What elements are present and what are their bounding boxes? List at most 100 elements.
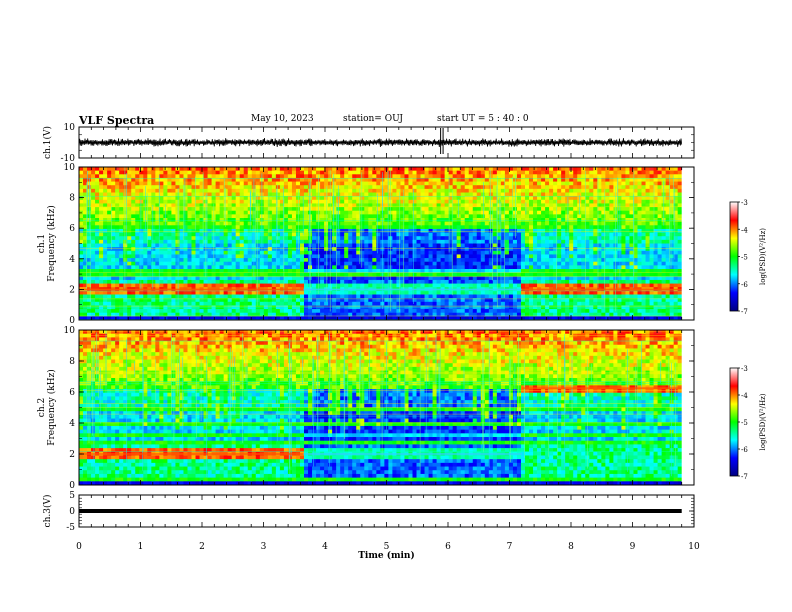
ch1-spec-cell	[420, 210, 425, 215]
ch1-spec-cell	[404, 269, 409, 274]
ch1-spec-cell	[404, 203, 409, 208]
ch1-spec-cell	[520, 239, 526, 244]
ch1-spec-cell	[103, 228, 108, 233]
ch1-spec-cell	[424, 265, 429, 270]
ch1-spec-cell	[476, 225, 482, 230]
ch1-spec-cell	[520, 214, 526, 219]
ch1-spec-cell	[496, 181, 502, 186]
ch1-spec-cell	[195, 239, 200, 244]
ch1-spec-cell	[504, 283, 510, 288]
ch1-spec-cell	[444, 232, 450, 237]
ch1-spec-cell	[127, 225, 132, 230]
ch1-spec-cell	[243, 269, 249, 274]
ch1-spec-cell	[480, 290, 486, 295]
ch1-spec-cell	[472, 214, 478, 219]
ch1-spec-cell	[516, 232, 522, 237]
ch1-spec-cell	[404, 228, 409, 233]
ch1-spec-cell	[263, 225, 269, 230]
ch1-spec-cell	[496, 210, 502, 215]
ch1-spec-cell	[167, 225, 172, 230]
ch1-spec-cell	[167, 269, 172, 274]
ch1-spec-cell	[283, 214, 289, 219]
ch1-spec-cell	[464, 192, 470, 197]
ch1-spec-cell	[316, 167, 321, 172]
ch1-spec-cell	[131, 218, 136, 223]
ch1-spec-cell	[183, 279, 188, 284]
ch1-spec-cell	[203, 283, 208, 288]
ch1-spec-cell	[79, 261, 84, 266]
ch1-spec-cell	[472, 272, 478, 277]
ch1-spec-cell	[179, 232, 184, 237]
ch1-spec-cell	[320, 279, 325, 284]
ch1-spec-cell	[295, 243, 301, 248]
ch1-spec-cell	[119, 177, 124, 182]
ch1-spec-cell	[275, 228, 281, 233]
ch1-spec-cell	[299, 239, 305, 244]
ch1-spec-cell	[408, 203, 413, 208]
ch1-spec-cell	[159, 232, 164, 237]
ch1-spec-cell	[175, 261, 180, 266]
ch1-spec-cell	[404, 181, 409, 186]
ch1-spec-cell	[127, 221, 132, 226]
ch1-spec-cell	[448, 243, 454, 248]
ch1-spec-cell	[340, 174, 345, 179]
ch1-spec-cell	[364, 225, 369, 230]
ch1-spec-cell	[448, 196, 454, 201]
ch1-spec-cell	[372, 228, 377, 233]
ch1-spec-cell	[444, 261, 450, 266]
ch1-spec-cell	[340, 192, 345, 197]
ch1-spec-cell	[484, 312, 490, 317]
ch1-spec-cell	[456, 196, 462, 201]
ch1-spec-cell	[372, 207, 377, 212]
ch1-spec-cell	[263, 254, 269, 259]
ch1-spec-cell	[316, 170, 321, 175]
ch1-spec-cell	[504, 174, 510, 179]
ch1-spec-cell	[428, 309, 433, 314]
ch1-spec-cell	[436, 207, 442, 212]
ch1-spec-cell	[416, 232, 421, 237]
ch1-spec-cell	[452, 170, 458, 175]
ch1-spec-cell	[143, 170, 148, 175]
ch1-spec-cell	[512, 272, 518, 277]
ch1-spec-cell	[364, 177, 369, 182]
ch1-spec-cell	[99, 210, 104, 215]
ch1-spec-cell	[400, 174, 405, 179]
ch1-spec-cell	[332, 243, 337, 248]
ch1-spec-cell	[299, 177, 305, 182]
ch1-spec-cell	[440, 210, 446, 215]
ch1-spec-cell	[488, 177, 494, 182]
ch1-spec-cell	[360, 316, 365, 320]
ch1-spec-cell	[388, 232, 393, 237]
ch1-spec-cell	[468, 254, 474, 259]
ch1-spec-cell	[191, 312, 196, 317]
ch1-spec-cell	[320, 207, 325, 212]
ch1-spec-cell	[171, 181, 176, 186]
ch1-spec-cell	[151, 298, 156, 303]
ch1-spec-cell	[464, 207, 470, 212]
ch1-spec-cell	[392, 290, 397, 295]
ch1-spec-cell	[131, 247, 136, 252]
ch1-spec-cell	[283, 177, 289, 182]
ch1-spec-cell	[372, 239, 377, 244]
ch1-spec-cell	[476, 221, 482, 226]
ch1-spec-cell	[299, 301, 305, 306]
ch1-spec-cell	[520, 312, 526, 317]
ch1-spec-cell	[484, 298, 490, 303]
ch1-spec-cell	[187, 185, 192, 190]
ch1-spec-cell	[408, 167, 413, 172]
ch1-spec-cell	[103, 298, 108, 303]
ch1-spec-cell	[199, 214, 204, 219]
ch1-spec-cell	[227, 192, 233, 197]
ch1-spec-cell	[139, 298, 144, 303]
ch1-spec-cell	[404, 283, 409, 288]
ch1-spec-cell	[452, 276, 458, 281]
ch1-spec-cell	[175, 177, 180, 182]
ch1-spec-cell	[436, 276, 442, 281]
ch1-spec-cell	[283, 290, 289, 295]
ch1-spec-cell	[251, 316, 257, 320]
ch1-spec-cell	[488, 258, 494, 263]
ch1-spec-cell	[239, 290, 245, 295]
ch1-spec-cell	[223, 192, 229, 197]
ch1-spec-cell	[356, 221, 361, 226]
ch1-spec-cell	[512, 210, 518, 215]
